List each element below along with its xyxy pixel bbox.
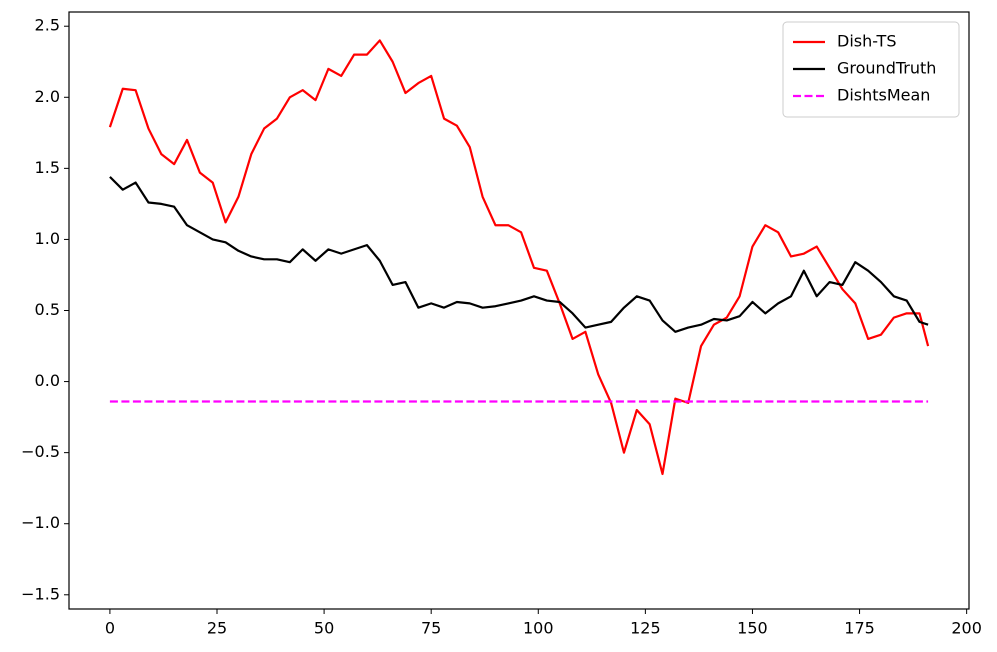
y-tick-label: −0.5 — [21, 442, 60, 461]
x-tick-label: 125 — [630, 619, 661, 638]
y-tick-label: −1.0 — [21, 513, 60, 532]
legend-label: GroundTruth — [837, 59, 936, 78]
legend-label: Dish-TS — [837, 32, 896, 51]
y-tick-label: 2.0 — [35, 87, 60, 106]
y-tick-label: 0.5 — [35, 300, 60, 319]
legend: Dish-TS GroundTruth DishtsMean — [782, 21, 960, 118]
y-tick-label: 0.0 — [35, 371, 60, 390]
x-tick-label: 75 — [421, 619, 441, 638]
x-tick-label: 200 — [951, 619, 982, 638]
legend-label: DishtsMean — [837, 86, 930, 105]
series-line — [109, 176, 929, 333]
x-tick-label: 0 — [105, 619, 115, 638]
x-tick-label: 150 — [737, 619, 768, 638]
y-tick-label: 1.5 — [35, 158, 60, 177]
legend-box — [782, 21, 960, 118]
x-tick-label: 100 — [523, 619, 554, 638]
x-tick-label: 175 — [844, 619, 875, 638]
plot-frame — [68, 11, 970, 610]
series-line — [108, 39, 930, 476]
y-tick-label: 1.0 — [35, 229, 60, 248]
x-tick-label: 25 — [207, 619, 227, 638]
y-tick-label: −1.5 — [21, 584, 60, 603]
x-tick-label: 50 — [314, 619, 334, 638]
y-tick-label: 2.5 — [35, 16, 60, 35]
